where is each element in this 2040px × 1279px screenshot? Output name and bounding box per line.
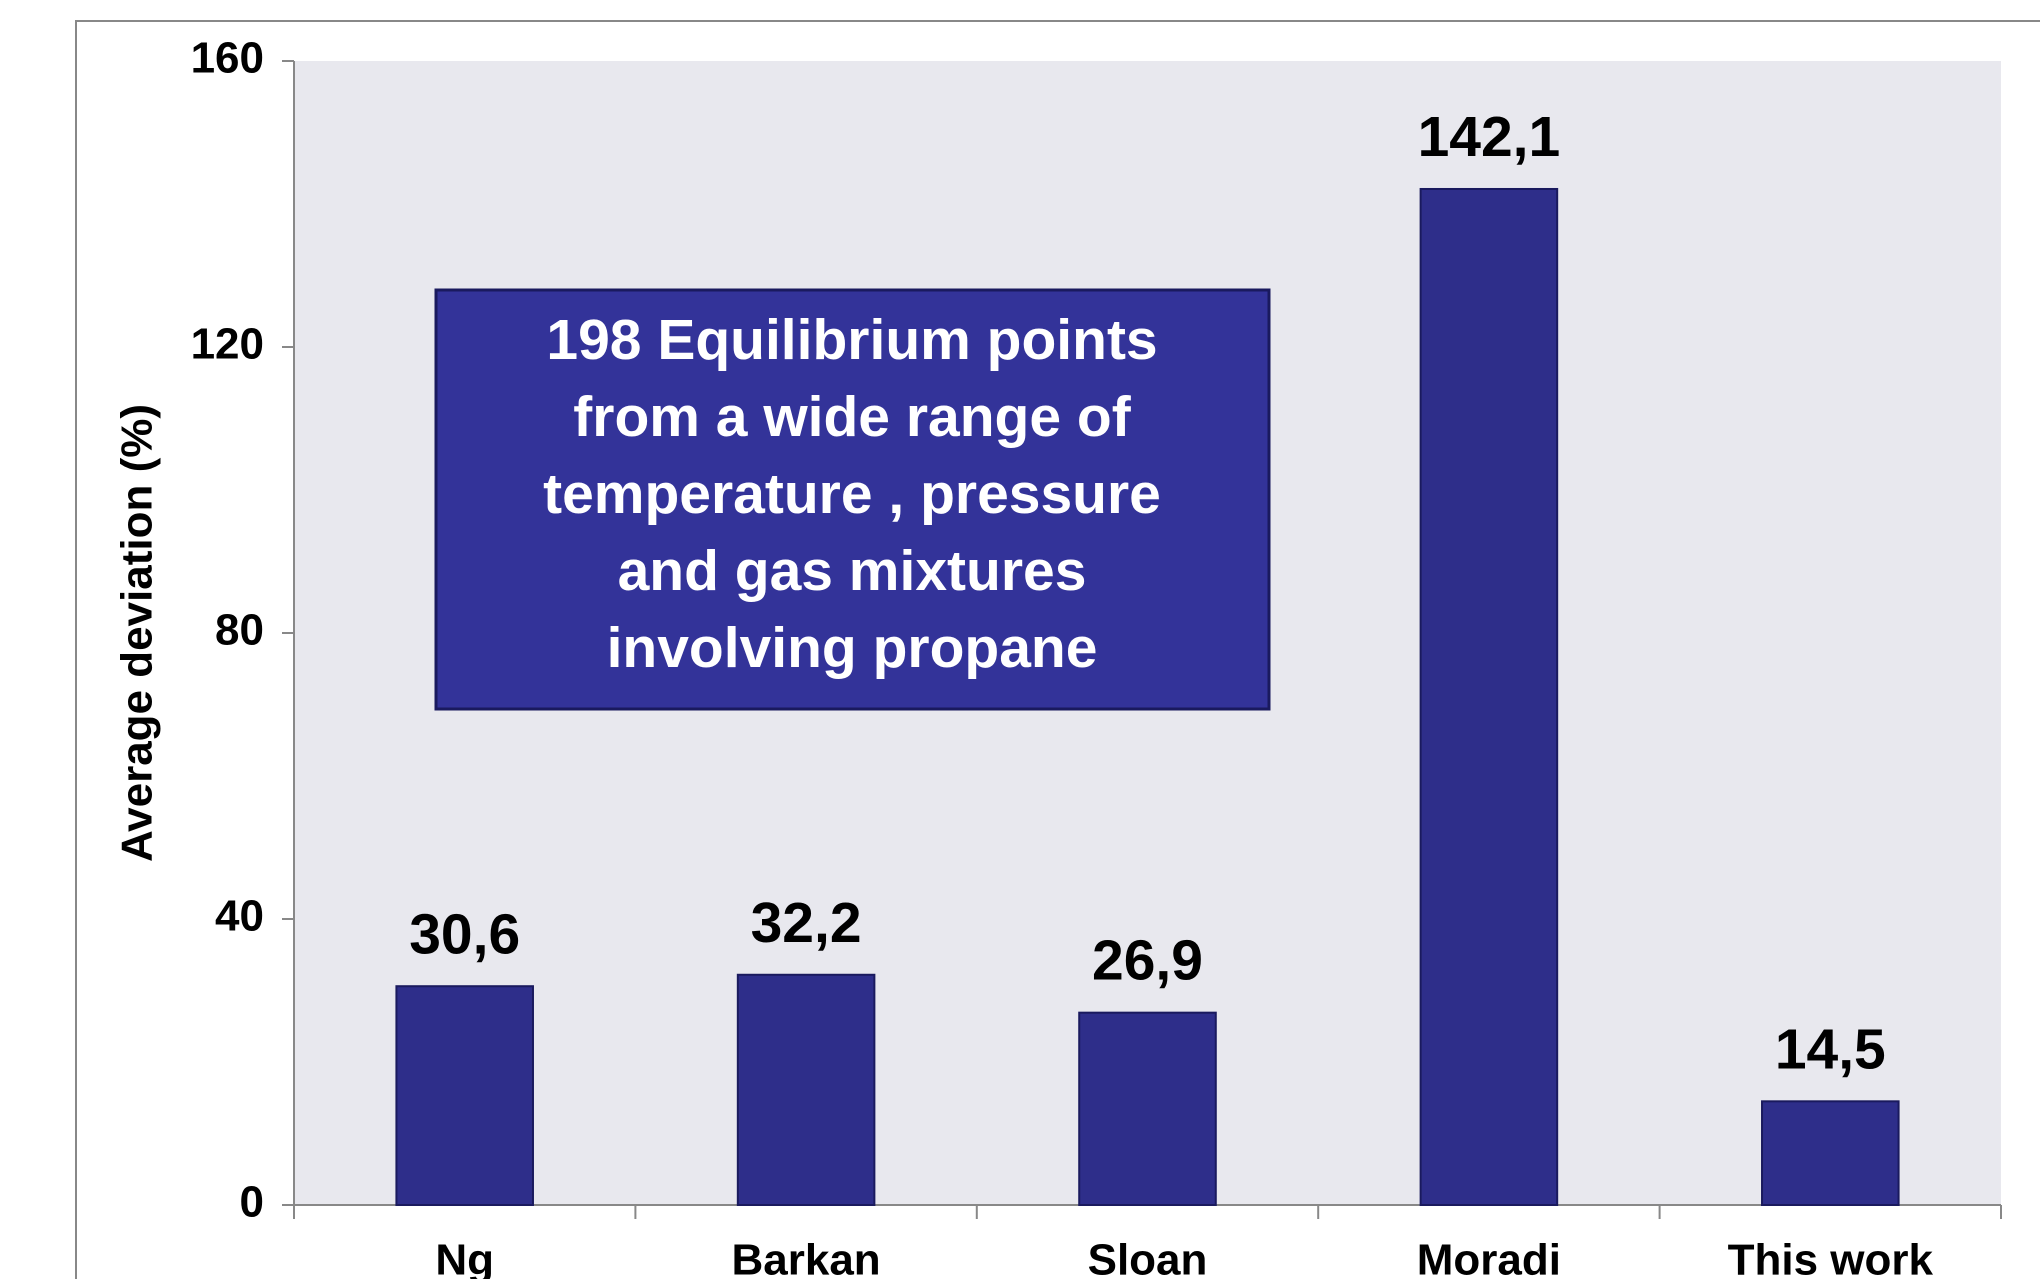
data-label: 142,1 xyxy=(1418,105,1561,169)
x-tick-label: Ng xyxy=(435,1236,494,1279)
bar xyxy=(736,973,876,1207)
y-tick-label: 160 xyxy=(191,34,264,83)
annotation-box xyxy=(434,288,1271,711)
y-axis-title: Average deviation (%) xyxy=(113,404,162,862)
bar xyxy=(1078,1011,1217,1206)
x-tick-label: This work xyxy=(1728,1236,1934,1279)
y-tick-label: 0 xyxy=(240,1178,264,1227)
bar xyxy=(395,985,534,1207)
y-tick-label: 40 xyxy=(215,892,264,941)
x-tick-label: Sloan xyxy=(1088,1236,1208,1279)
y-tick-label: 120 xyxy=(191,320,264,369)
annotation-text: and gas mixtures xyxy=(618,539,1087,603)
y-tick-label: 80 xyxy=(215,606,264,655)
data-label: 14,5 xyxy=(1775,1017,1886,1081)
bar xyxy=(1419,187,1559,1207)
x-tick-label: Moradi xyxy=(1417,1236,1561,1279)
bar xyxy=(1761,1100,1900,1206)
annotation-text: 198 Equilibrium points xyxy=(546,308,1157,372)
x-tick-label: Barkan xyxy=(732,1236,881,1279)
data-label: 30,6 xyxy=(409,902,520,966)
data-label: 26,9 xyxy=(1092,929,1203,993)
annotation-text: temperature , pressure xyxy=(543,462,1161,526)
annotation-text: involving propane xyxy=(607,616,1098,680)
data-label: 32,2 xyxy=(751,891,862,955)
annotation-text: from a wide range of xyxy=(573,385,1131,449)
